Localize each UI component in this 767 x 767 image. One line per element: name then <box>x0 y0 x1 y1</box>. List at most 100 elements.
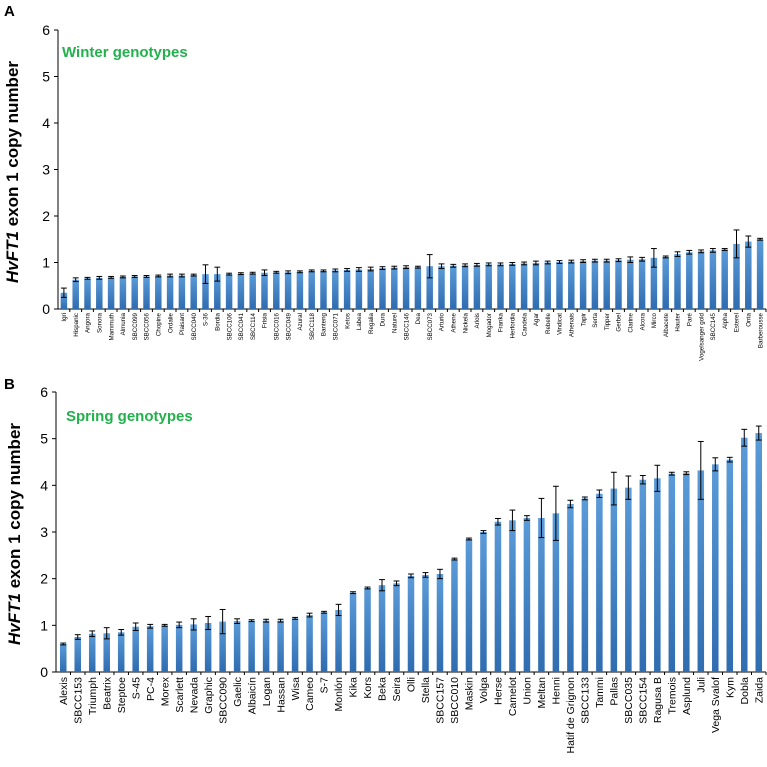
panel-a-bars <box>60 229 764 309</box>
bar <box>461 265 469 309</box>
panel-b-bars <box>59 425 763 672</box>
x-tick-label: Beatrix <box>101 676 113 709</box>
x-tick-label: Ordalie <box>167 312 174 333</box>
bar <box>155 275 162 309</box>
panel-a-ylabel-rest: exon 1 copy number <box>3 61 22 231</box>
y-tick-label: 1 <box>42 255 50 271</box>
x-tick-label: Alcora <box>639 312 646 330</box>
x-tick-label: Candela <box>521 312 528 336</box>
x-tick-label: Tremois <box>666 677 678 715</box>
x-tick-label: Albacete <box>663 312 670 337</box>
bar <box>117 632 125 672</box>
y-tick-label: 3 <box>40 524 48 540</box>
bar <box>367 269 374 309</box>
bar <box>497 264 504 309</box>
bar <box>225 274 233 309</box>
x-tick-label: Arlois <box>474 313 481 328</box>
x-tick-label: Triumph <box>87 677 99 715</box>
bar <box>291 618 299 672</box>
bar <box>407 575 415 672</box>
bar <box>402 267 410 309</box>
x-tick-label: SBCC016 <box>273 312 280 340</box>
x-tick-label: SBCC153 <box>72 677 84 724</box>
x-tick-label: Morex <box>159 676 171 706</box>
x-tick-label: Athene <box>450 312 457 332</box>
x-tick-label: Orria <box>745 312 752 326</box>
panel-b-title: Spring genotypes <box>66 408 193 425</box>
bar <box>596 493 603 672</box>
x-tick-label: Regalia <box>368 312 375 334</box>
x-tick-label: Vogelsanger gold <box>698 312 705 360</box>
panel-a-ylabel-italic: HvFT1 <box>3 231 22 283</box>
x-tick-label: Kors <box>362 677 374 699</box>
x-tick-label: SBCC041 <box>238 312 245 340</box>
x-tick-label: Almunia <box>120 312 127 335</box>
x-tick-label: SBCC133 <box>580 677 592 724</box>
panel-b-ylabel-italic: HvFT1 <box>5 593 24 645</box>
x-tick-label: Angora <box>85 312 92 333</box>
x-tick-label: SBCC145 <box>710 312 717 340</box>
x-tick-label: SBCC010 <box>449 677 461 724</box>
panel-b-x-labels: Alexis SBCC153 Triumph Beatrix Steptoe S-45 PC… <box>58 672 767 754</box>
x-tick-label: Alexis <box>58 677 70 705</box>
y-tick-label: 0 <box>42 301 50 317</box>
x-tick-label: Frisia <box>262 312 269 328</box>
x-tick-label: Naturel <box>391 313 398 333</box>
x-tick-label: Chopine <box>155 312 162 336</box>
bar <box>393 583 400 672</box>
bar <box>332 270 339 309</box>
x-tick-label: Azural <box>297 313 304 331</box>
bar <box>438 266 445 309</box>
x-tick-label: Henni <box>551 677 563 704</box>
x-tick-label: Zaida <box>753 677 765 703</box>
bar <box>103 633 110 672</box>
x-tick-label: Camelot <box>507 677 519 716</box>
bar <box>668 473 676 672</box>
bar <box>591 260 599 309</box>
bar <box>625 487 632 672</box>
x-tick-label: Hatif de Grignon <box>565 677 577 754</box>
bar <box>355 269 363 309</box>
x-tick-label: Kym <box>724 677 736 698</box>
bar <box>119 276 127 309</box>
x-tick-label: SBCC090 <box>217 677 229 724</box>
y-tick-label: 5 <box>42 69 50 85</box>
x-tick-label: Asplund <box>681 677 693 715</box>
bar <box>296 271 304 309</box>
bar <box>364 588 371 672</box>
x-tick-label: Agar <box>533 313 540 326</box>
x-tick-label: Franka <box>498 312 505 332</box>
x-tick-label: Hauter <box>675 313 682 332</box>
y-tick-label: 2 <box>42 208 50 224</box>
bar <box>697 470 705 672</box>
bar <box>190 275 197 309</box>
bar <box>378 585 386 672</box>
bar <box>88 633 96 672</box>
bar <box>175 624 183 672</box>
x-tick-label: Mirco <box>651 312 658 328</box>
x-tick-label: Vega Svalof <box>710 677 722 733</box>
bar <box>697 251 705 309</box>
bar <box>603 260 610 309</box>
x-tick-label: Meltan <box>536 677 548 709</box>
bar <box>451 559 458 672</box>
x-tick-label: SBCC118 <box>309 312 316 340</box>
bar <box>237 273 245 309</box>
x-tick-label: Ketos <box>344 313 351 329</box>
bar <box>465 539 473 672</box>
bar <box>143 276 150 309</box>
bar <box>450 265 457 309</box>
x-tick-label: Dobla <box>739 677 751 705</box>
bar <box>538 518 545 672</box>
panel-b-ylabel: HvFT1 exon 1 copy number <box>5 423 24 645</box>
x-tick-label: Dura <box>380 312 387 326</box>
x-tick-label: SBCC056 <box>144 312 151 340</box>
x-tick-label: Ragusa B <box>652 677 664 723</box>
bar <box>131 276 138 309</box>
x-tick-label: Paré <box>686 312 693 326</box>
x-tick-label: Albaicín <box>246 677 258 715</box>
x-tick-label: Steptoe <box>116 677 128 713</box>
x-tick-label: Sonora <box>96 312 103 333</box>
bar <box>615 260 622 309</box>
y-tick-label: 0 <box>40 664 48 680</box>
